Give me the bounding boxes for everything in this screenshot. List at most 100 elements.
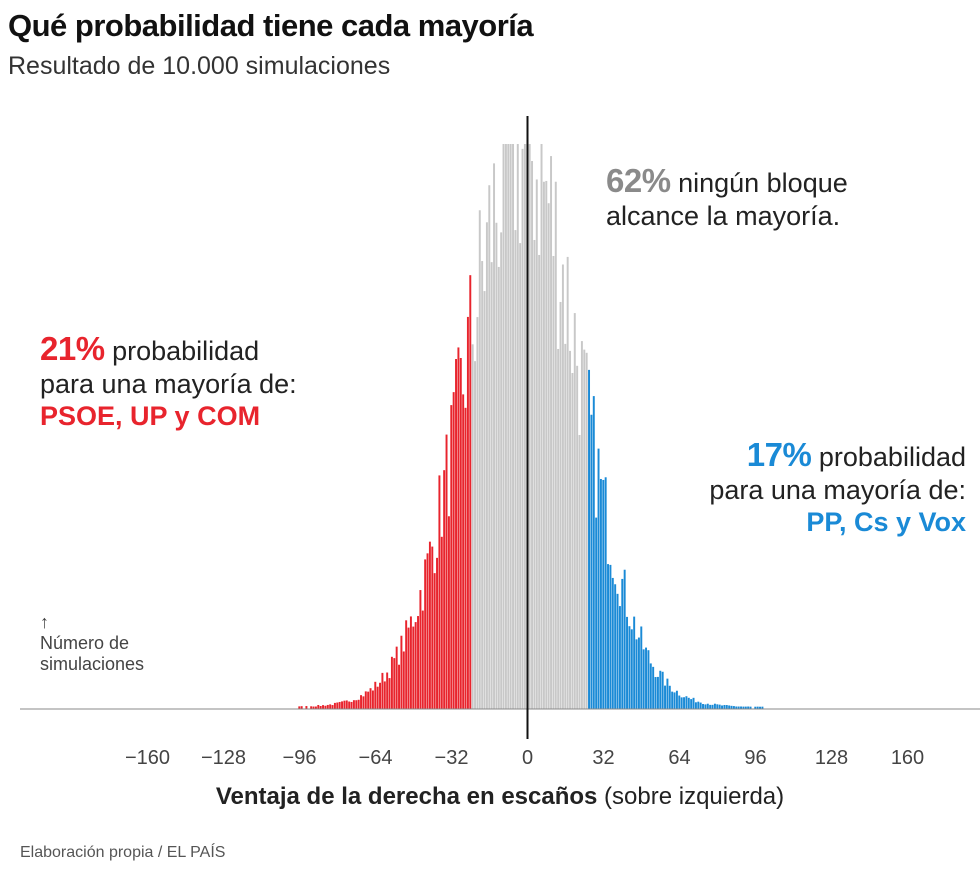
histogram-bar: [471, 344, 474, 709]
histogram-bar: [312, 706, 315, 709]
x-tick-label: −128: [201, 747, 246, 769]
histogram-bar: [455, 359, 458, 709]
histogram-bar: [578, 435, 581, 709]
histogram-bar: [735, 706, 738, 709]
histogram-bar: [535, 179, 538, 709]
histogram-bar: [497, 266, 500, 709]
histogram-bar: [666, 678, 669, 709]
histogram-bar: [490, 262, 493, 709]
y-axis-label: ↑ Número de simulaciones: [40, 612, 144, 676]
histogram-bar: [730, 705, 733, 709]
histogram-bar: [450, 405, 453, 709]
histogram-bar: [390, 656, 393, 709]
histogram-bar: [383, 681, 386, 709]
chart-subtitle: Resultado de 10.000 simulaciones: [8, 52, 391, 80]
histogram-bar: [514, 230, 517, 709]
histogram-bar: [502, 144, 505, 709]
histogram-bar: [379, 682, 382, 709]
histogram-bar: [433, 573, 436, 709]
histogram-bar: [635, 639, 638, 709]
histogram-bar: [654, 677, 657, 709]
x-tick-label: −64: [359, 747, 393, 769]
histogram-bar: [557, 348, 560, 709]
histogram-bar: [713, 703, 716, 709]
histogram-bar: [718, 704, 721, 709]
histogram-bar: [659, 670, 662, 709]
histogram-bar: [447, 516, 450, 709]
histogram-bar: [702, 704, 705, 709]
histogram-bar: [732, 706, 735, 709]
histogram-bar: [516, 144, 519, 709]
histogram-bar: [740, 706, 743, 709]
histogram-bar: [341, 701, 344, 709]
histogram-bar: [428, 541, 431, 709]
histogram-bar: [322, 705, 325, 709]
histogram-bar: [371, 690, 374, 709]
source-credit: Elaboración propia / EL PAÍS: [20, 844, 226, 861]
histogram-bar: [317, 704, 320, 709]
histogram-bar: [599, 478, 602, 709]
histogram-bar: [694, 702, 697, 709]
histogram-bar: [360, 695, 363, 709]
histogram-bar: [398, 664, 401, 709]
annotation-no-majority-pct: 62%: [606, 162, 671, 199]
histogram-bar: [552, 256, 555, 709]
histogram-bar: [637, 637, 640, 709]
histogram-bar: [407, 627, 410, 709]
histogram-bar: [664, 685, 667, 709]
histogram-bar: [352, 700, 355, 709]
annotation-right-pct: 17%: [746, 436, 812, 473]
histogram-bar: [507, 144, 510, 709]
histogram-bar: [488, 185, 491, 710]
histogram-bar: [355, 700, 358, 709]
x-tick-label: 64: [668, 747, 690, 769]
histogram-bar: [602, 479, 605, 709]
histogram-bar: [445, 434, 448, 709]
histogram-bar: [521, 148, 524, 709]
annotation-no-majority-text: ningún bloque: [678, 168, 848, 198]
histogram-bar: [512, 144, 515, 709]
histogram-bar: [604, 477, 607, 709]
histogram-bar: [573, 313, 576, 709]
histogram-bar: [343, 700, 346, 709]
histogram-bar: [462, 394, 465, 709]
x-tick-label: 96: [744, 747, 766, 769]
histogram-bar: [673, 692, 676, 709]
histogram-bar: [566, 256, 569, 709]
histogram-bar: [523, 144, 526, 709]
annotation-no-majority: 62% ningún bloque alcance la mayoría.: [606, 162, 848, 233]
histogram-bar: [661, 671, 664, 709]
histogram-bar: [580, 341, 583, 709]
histogram-bar: [381, 672, 384, 709]
histogram-bar: [583, 349, 586, 709]
histogram-bar: [326, 704, 329, 709]
histogram-bar: [692, 697, 695, 709]
histogram-bar: [324, 705, 327, 709]
histogram-bar: [424, 559, 427, 709]
histogram-bar: [362, 696, 365, 709]
histogram-bar: [611, 577, 614, 709]
histogram-bar: [374, 681, 377, 709]
histogram-bar: [545, 180, 548, 709]
histogram-bar: [645, 647, 648, 709]
histogram-bar: [737, 706, 740, 709]
histogram-bar: [457, 347, 460, 709]
histogram-bar: [687, 697, 690, 709]
chart-title: Qué probabilidad tiene cada mayoría: [8, 8, 534, 43]
histogram-bar: [711, 704, 714, 709]
histogram-bar: [345, 700, 348, 709]
x-axis-label: Ventaja de la derecha en escaños (sobre …: [0, 783, 980, 811]
histogram-bar: [412, 626, 415, 709]
histogram-bar: [607, 564, 610, 709]
histogram-bar: [483, 291, 486, 709]
histogram-bar: [690, 699, 693, 709]
x-tick-label: 128: [815, 747, 848, 769]
x-tick-label: 0: [522, 747, 533, 769]
histogram-bar: [723, 704, 726, 709]
histogram-bar: [509, 144, 512, 709]
histogram-bar: [452, 392, 455, 709]
histogram-bar: [348, 701, 351, 709]
up-arrow-icon: ↑: [40, 612, 49, 632]
histogram-bar: [668, 685, 671, 709]
x-axis-label-rest: (sobre izquierda): [604, 783, 785, 810]
